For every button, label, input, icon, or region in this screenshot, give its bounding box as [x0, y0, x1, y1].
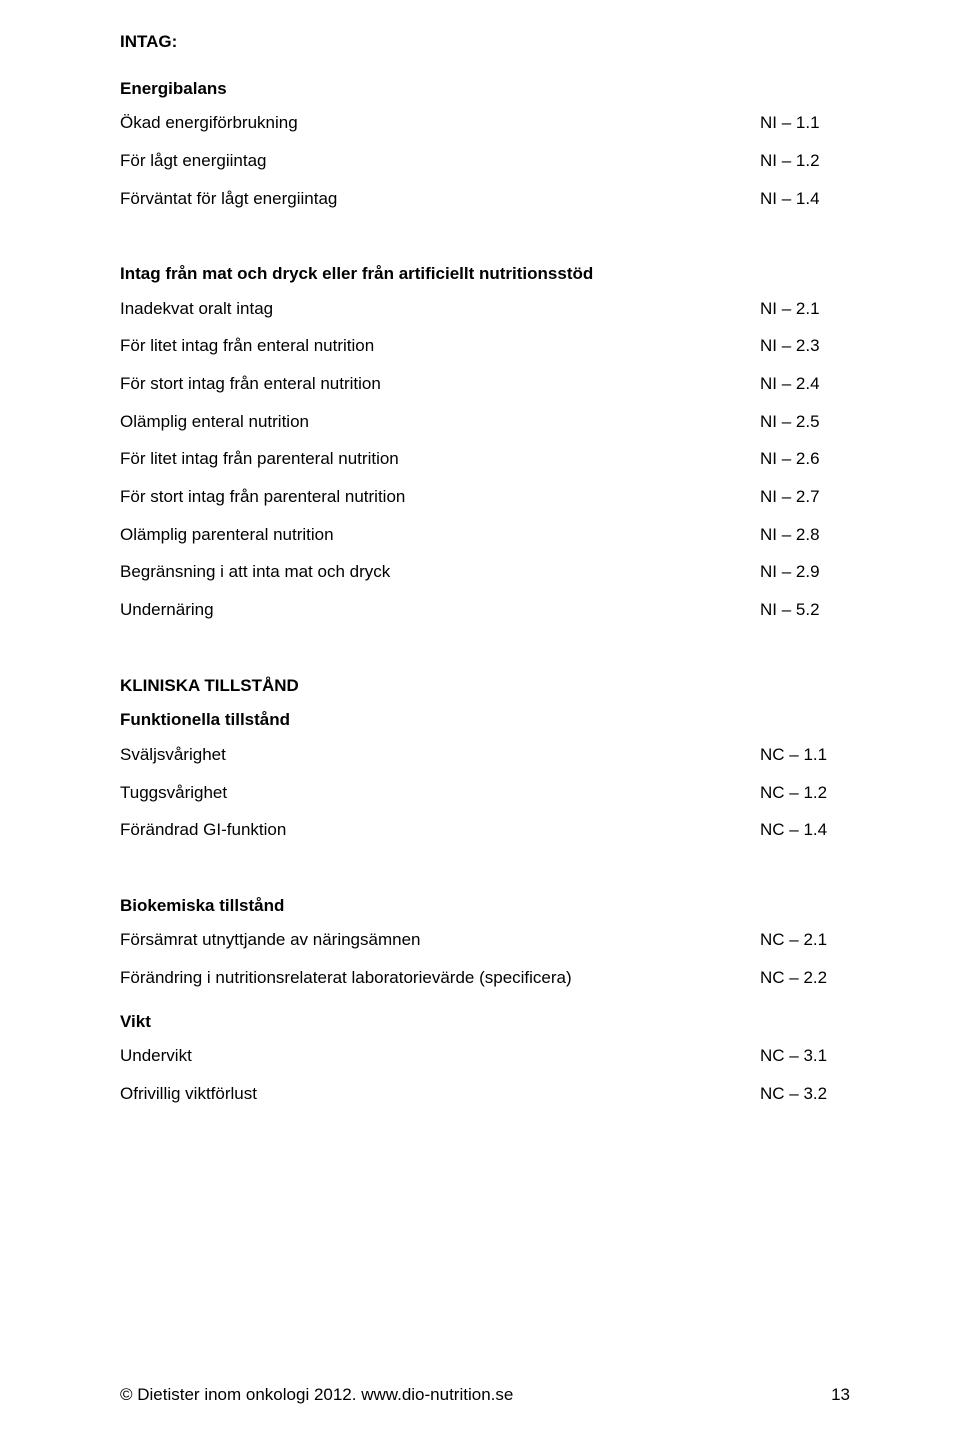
table-row: Försämrat utnyttjande av näringsämnen NC… — [120, 928, 850, 953]
table-row: Förändrad GI-funktion NC – 1.4 — [120, 818, 850, 843]
table-row: Olämplig enteral nutrition NI – 2.5 — [120, 410, 850, 435]
row-code: NC – 1.2 — [760, 781, 850, 806]
row-code: NC – 2.2 — [760, 966, 850, 991]
row-code: NI – 2.1 — [760, 297, 850, 322]
page-footer: © Dietister inom onkologi 2012. www.dio-… — [120, 1383, 850, 1408]
row-label: För litet intag från parenteral nutritio… — [120, 447, 760, 472]
table-row: För stort intag från parenteral nutritio… — [120, 485, 850, 510]
row-label: Tuggsvårighet — [120, 781, 760, 806]
row-label: Olämplig enteral nutrition — [120, 410, 760, 435]
table-row: Undernäring NI – 5.2 — [120, 598, 850, 623]
row-code: NI – 2.5 — [760, 410, 850, 435]
intag-title: INTAG: — [120, 30, 850, 55]
row-label: Försämrat utnyttjande av näringsämnen — [120, 928, 760, 953]
row-label: För stort intag från parenteral nutritio… — [120, 485, 760, 510]
row-code: NI – 2.9 — [760, 560, 850, 585]
row-code: NI – 1.4 — [760, 187, 850, 212]
table-row: Olämplig parenteral nutrition NI – 2.8 — [120, 523, 850, 548]
row-code: NC – 3.2 — [760, 1082, 850, 1107]
footer-source: © Dietister inom onkologi 2012. www.dio-… — [120, 1383, 513, 1408]
table-row: Ökad energiförbrukning NI – 1.1 — [120, 111, 850, 136]
row-label: Förväntat för lågt energiintag — [120, 187, 760, 212]
row-label: Förändring i nutritionsrelaterat laborat… — [120, 966, 760, 991]
table-row: För litet intag från parenteral nutritio… — [120, 447, 850, 472]
row-code: NI – 2.6 — [760, 447, 850, 472]
row-code: NC – 1.1 — [760, 743, 850, 768]
table-row: Begränsning i att inta mat och dryck NI … — [120, 560, 850, 585]
table-row: Ofrivillig viktförlust NC – 3.2 — [120, 1082, 850, 1107]
page-number: 13 — [831, 1383, 850, 1408]
table-row: Undervikt NC – 3.1 — [120, 1044, 850, 1069]
row-code: NC – 3.1 — [760, 1044, 850, 1069]
row-label: Inadekvat oralt intag — [120, 297, 760, 322]
row-label: Undernäring — [120, 598, 760, 623]
funktionella-heading: Funktionella tillstånd — [120, 708, 850, 733]
row-label: Undervikt — [120, 1044, 760, 1069]
row-code: NI – 2.4 — [760, 372, 850, 397]
row-label: Förändrad GI-funktion — [120, 818, 760, 843]
row-label: Ökad energiförbrukning — [120, 111, 760, 136]
row-code: NI – 1.2 — [760, 149, 850, 174]
row-label: Sväljsvårighet — [120, 743, 760, 768]
row-label: Ofrivillig viktförlust — [120, 1082, 760, 1107]
biokemiska-heading: Biokemiska tillstånd — [120, 894, 850, 919]
row-label: Olämplig parenteral nutrition — [120, 523, 760, 548]
row-code: NI – 1.1 — [760, 111, 850, 136]
table-row: För stort intag från enteral nutrition N… — [120, 372, 850, 397]
energibalans-heading: Energibalans — [120, 77, 850, 102]
intag-sub2-heading: Intag från mat och dryck eller från arti… — [120, 262, 850, 287]
table-row: Sväljsvårighet NC – 1.1 — [120, 743, 850, 768]
kliniska-title: KLINISKA TILLSTÅND — [120, 674, 850, 699]
row-code: NC – 1.4 — [760, 818, 850, 843]
row-code: NI – 2.7 — [760, 485, 850, 510]
table-row: För lågt energiintag NI – 1.2 — [120, 149, 850, 174]
table-row: Inadekvat oralt intag NI – 2.1 — [120, 297, 850, 322]
row-code: NI – 2.3 — [760, 334, 850, 359]
row-code: NI – 2.8 — [760, 523, 850, 548]
vikt-heading: Vikt — [120, 1010, 850, 1035]
row-label: För stort intag från enteral nutrition — [120, 372, 760, 397]
row-label: Begränsning i att inta mat och dryck — [120, 560, 760, 585]
table-row: Förändring i nutritionsrelaterat laborat… — [120, 966, 850, 991]
document-page: INTAG: Energibalans Ökad energiförbrukni… — [0, 0, 960, 1444]
row-label: För litet intag från enteral nutrition — [120, 334, 760, 359]
row-code: NI – 5.2 — [760, 598, 850, 623]
row-label: För lågt energiintag — [120, 149, 760, 174]
table-row: Tuggsvårighet NC – 1.2 — [120, 781, 850, 806]
row-code: NC – 2.1 — [760, 928, 850, 953]
table-row: För litet intag från enteral nutrition N… — [120, 334, 850, 359]
table-row: Förväntat för lågt energiintag NI – 1.4 — [120, 187, 850, 212]
